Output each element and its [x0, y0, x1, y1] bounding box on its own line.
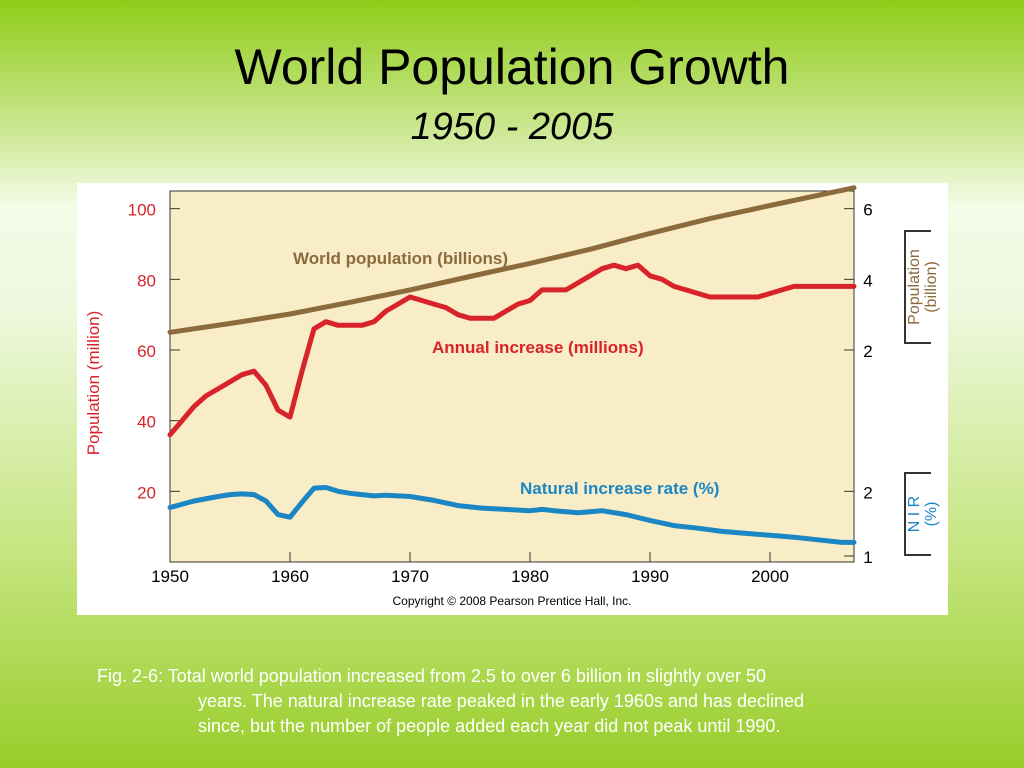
slide-title: World Population Growth — [234, 39, 790, 95]
nir-axis-tick-label: 2 — [863, 483, 872, 502]
x-axis-tick-label: 1950 — [151, 567, 189, 586]
annual-increase-series-label: Annual increase (millions) — [432, 338, 644, 357]
left-axis-tick-label: 100 — [128, 201, 156, 220]
natural-increase-series-label: Natural increase rate (%) — [520, 479, 719, 498]
figure-caption: Fig. 2-6: Total world population increas… — [97, 664, 947, 739]
left-axis-tick-label: 40 — [137, 413, 156, 432]
population-axis-tick-label: 6 — [863, 201, 872, 220]
caption-line-1: Fig. 2-6: Total world population increas… — [97, 666, 767, 686]
population-series-line — [167, 185, 857, 335]
caption-line-2: years. The natural increase rate peaked … — [198, 691, 805, 711]
x-axis-tick-label: 1990 — [631, 567, 669, 586]
population-axis-bracket — [904, 230, 931, 344]
copyright-text: Copyright © 2008 Pearson Prentice Hall, … — [393, 594, 632, 608]
population-axis-label: Population — [906, 249, 923, 325]
x-axis-tick-label: 2000 — [751, 567, 789, 586]
population-chart: 20 40 60 80 100 1950 1960 1970 1980 1990 2000 2 4 6 1 2… — [77, 183, 948, 615]
nir-axis-label: N I R — [906, 496, 923, 532]
left-axis-tick-label: 80 — [137, 271, 156, 290]
left-axis-tick-label: 20 — [137, 483, 156, 502]
x-axis-tick-label: 1960 — [271, 567, 309, 586]
left-axis-label: Population (million) — [84, 311, 103, 456]
population-series-label: World population (billions) — [293, 249, 508, 268]
natural-increase-series-line — [167, 485, 857, 545]
plot-area — [169, 190, 855, 563]
population-axis-tick-label: 4 — [863, 271, 872, 290]
x-axis-tick-label: 1970 — [391, 567, 429, 586]
slide-subtitle: 1950 - 2005 — [410, 106, 614, 148]
x-axis-tick-label: 1980 — [511, 567, 549, 586]
nir-axis-tick-label: 1 — [863, 548, 872, 567]
population-axis-tick-label: 2 — [863, 342, 872, 361]
caption-line-3: since, but the number of people added ea… — [198, 716, 781, 736]
left-axis-tick-label: 60 — [137, 342, 156, 361]
annual-increase-series-line — [167, 262, 857, 438]
population-axis-unit: (billion) — [923, 261, 940, 313]
nir-axis-unit: (%) — [923, 502, 940, 527]
nir-axis-bracket — [904, 472, 931, 556]
